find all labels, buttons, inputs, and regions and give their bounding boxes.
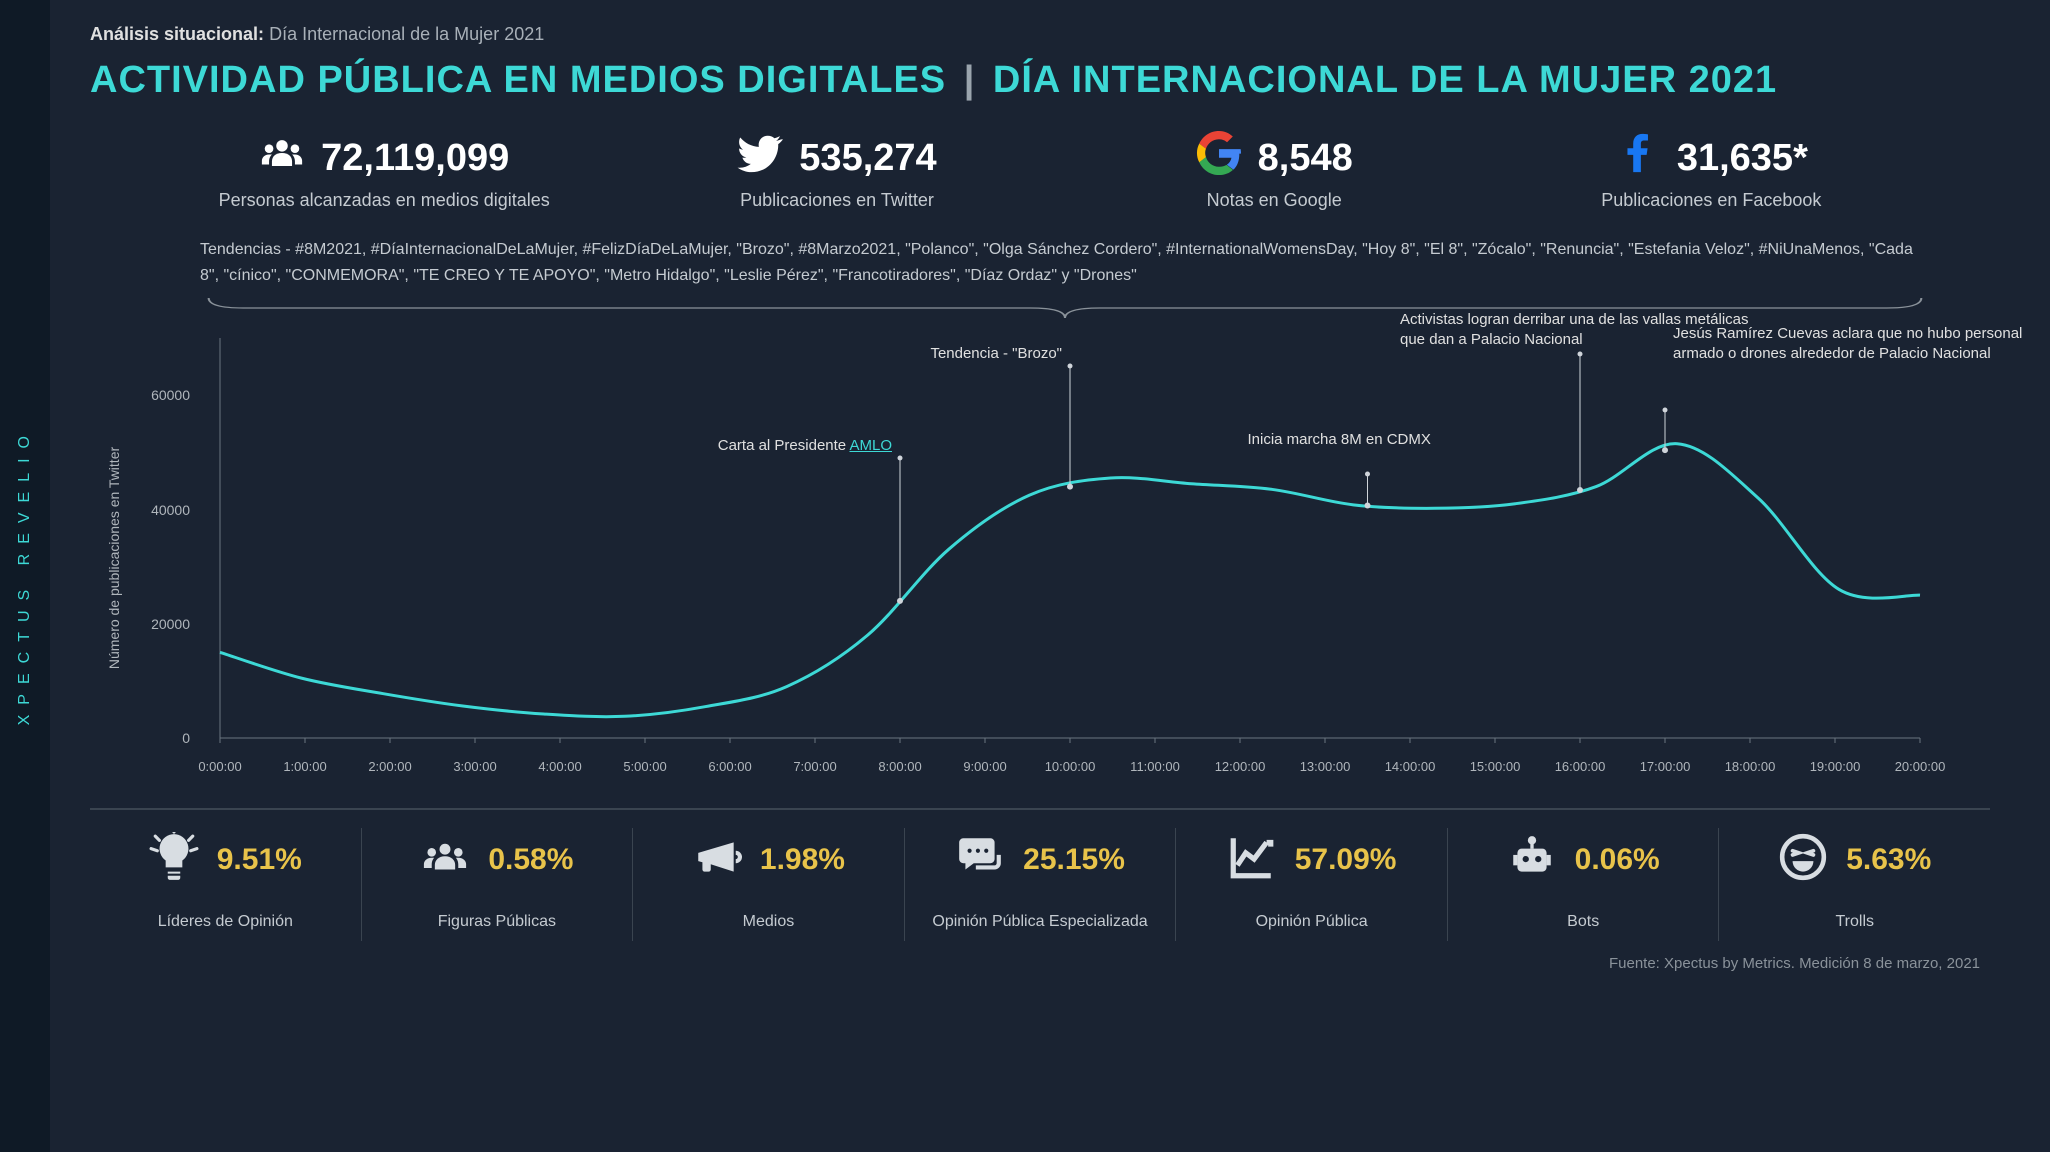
stat-block: 8,548 Notas en Google xyxy=(1124,130,1424,211)
chart-annotation: Jesús Ramírez Cuevas aclara que no hubo … xyxy=(1673,324,2023,365)
x-tick: 10:00:00 xyxy=(1045,759,1096,774)
y-tick: 40000 xyxy=(130,502,190,518)
x-tick: 18:00:00 xyxy=(1725,759,1776,774)
megaphone-icon xyxy=(692,832,742,887)
category-label: Figuras Públicas xyxy=(372,913,623,931)
chart-annotation: Tendencia - "Brozo" xyxy=(930,344,1062,364)
people3-icon xyxy=(420,832,470,887)
stat-value: 31,635* xyxy=(1677,137,1808,180)
google-icon xyxy=(1196,130,1242,186)
stat-sub: Publicaciones en Twitter xyxy=(687,190,987,211)
stat-block: 535,274 Publicaciones en Twitter xyxy=(687,130,987,211)
annotation-link[interactable]: AMLO xyxy=(849,437,892,454)
category-label: Medios xyxy=(643,913,894,931)
category-block: 57.09% Opinión Pública xyxy=(1176,828,1448,941)
stat-value: 535,274 xyxy=(799,137,936,180)
title-main: ACTIVIDAD PÚBLICA EN MEDIOS DIGITALES xyxy=(90,59,946,101)
y-tick: 20000 xyxy=(130,616,190,632)
x-tick: 13:00:00 xyxy=(1300,759,1351,774)
category-pct: 25.15% xyxy=(1023,843,1125,877)
y-axis-label: Número de publicaciones en Twitter xyxy=(106,447,122,669)
laugh-icon xyxy=(1778,832,1828,887)
x-tick: 9:00:00 xyxy=(963,759,1006,774)
category-row: 9.51% Líderes de Opinión 0.58% Figuras Públ… xyxy=(90,808,1990,941)
category-label: Opinión Pública xyxy=(1186,913,1437,931)
stats-row: 72,119,099 Personas alcanzadas en medios … xyxy=(150,130,1930,211)
x-tick: 5:00:00 xyxy=(623,759,666,774)
breadcrumb-bold: Análisis situacional: xyxy=(90,24,264,44)
x-tick: 4:00:00 xyxy=(538,759,581,774)
stat-block: 72,119,099 Personas alcanzadas en medios … xyxy=(219,130,550,211)
robot-icon xyxy=(1507,832,1557,887)
y-tick: 0 xyxy=(130,730,190,746)
chart-plot xyxy=(200,328,1930,748)
linechart-icon xyxy=(1227,832,1277,887)
x-tick: 7:00:00 xyxy=(793,759,836,774)
x-tick: 1:00:00 xyxy=(283,759,326,774)
category-pct: 57.09% xyxy=(1295,843,1397,877)
stat-block: 31,635* Publicaciones en Facebook xyxy=(1561,130,1861,211)
x-tick: 16:00:00 xyxy=(1555,759,1606,774)
people-icon xyxy=(259,130,305,186)
x-tick: 6:00:00 xyxy=(708,759,751,774)
x-tick: 14:00:00 xyxy=(1385,759,1436,774)
category-block: 25.15% Opinión Pública Especializada xyxy=(905,828,1177,941)
x-tick: 19:00:00 xyxy=(1810,759,1861,774)
y-tick: 60000 xyxy=(130,387,190,403)
x-tick: 11:00:00 xyxy=(1130,759,1180,774)
brand-sidebar: XPECTUS REVELIO xyxy=(0,0,50,1152)
stat-value: 8,548 xyxy=(1258,137,1353,180)
category-label: Bots xyxy=(1458,913,1709,931)
brand-text: XPECTUS REVELIO xyxy=(16,426,34,725)
stat-value: 72,119,099 xyxy=(321,137,509,180)
category-pct: 0.58% xyxy=(488,843,573,877)
category-label: Líderes de Opinión xyxy=(100,913,351,931)
category-pct: 9.51% xyxy=(217,843,302,877)
category-pct: 1.98% xyxy=(760,843,845,877)
main-panel: Análisis situacional: Día Internacional … xyxy=(50,0,2050,1152)
category-block: 0.06% Bots xyxy=(1448,828,1720,941)
page-title: ACTIVIDAD PÚBLICA EN MEDIOS DIGITALES | … xyxy=(90,59,1990,102)
title-tail: DÍA INTERNACIONAL DE LA MUJER 2021 xyxy=(993,59,1777,101)
bulb-icon xyxy=(149,832,199,887)
chat-icon xyxy=(955,832,1005,887)
category-block: 9.51% Líderes de Opinión xyxy=(90,828,362,941)
source-text: Fuente: Xpectus by Metrics. Medición 8 d… xyxy=(90,955,1990,972)
x-tick: 3:00:00 xyxy=(453,759,496,774)
x-tick: 0:00:00 xyxy=(198,759,241,774)
stat-sub: Notas en Google xyxy=(1124,190,1424,211)
trends-text: Tendencias - #8M2021, #DíaInternacionalD… xyxy=(200,237,1930,288)
category-block: 0.58% Figuras Públicas xyxy=(362,828,634,941)
category-label: Opinión Pública Especializada xyxy=(915,913,1166,931)
category-pct: 0.06% xyxy=(1575,843,1660,877)
x-tick: 8:00:00 xyxy=(878,759,921,774)
category-block: 5.63% Trolls xyxy=(1719,828,1990,941)
category-block: 1.98% Medios xyxy=(633,828,905,941)
x-tick: 12:00:00 xyxy=(1215,759,1266,774)
x-tick: 20:00:00 xyxy=(1895,759,1946,774)
title-sep: | xyxy=(958,59,982,101)
twitter-icon xyxy=(737,130,783,186)
chart-annotation: Carta al Presidente AMLO xyxy=(718,436,892,456)
chart-annotation: Inicia marcha 8M en CDMX xyxy=(1248,430,1431,450)
breadcrumb-tail: Día Internacional de la Mujer 2021 xyxy=(264,24,544,44)
stat-sub: Personas alcanzadas en medios digitales xyxy=(219,190,550,211)
category-pct: 5.63% xyxy=(1846,843,1931,877)
chart-region: Número de publicaciones en Twitter 02000… xyxy=(130,328,1930,788)
x-tick: 15:00:00 xyxy=(1470,759,1521,774)
category-label: Trolls xyxy=(1729,913,1980,931)
breadcrumb: Análisis situacional: Día Internacional … xyxy=(90,24,1990,45)
stat-sub: Publicaciones en Facebook xyxy=(1561,190,1861,211)
x-tick: 2:00:00 xyxy=(368,759,411,774)
facebook-icon xyxy=(1615,130,1661,186)
x-tick: 17:00:00 xyxy=(1640,759,1691,774)
